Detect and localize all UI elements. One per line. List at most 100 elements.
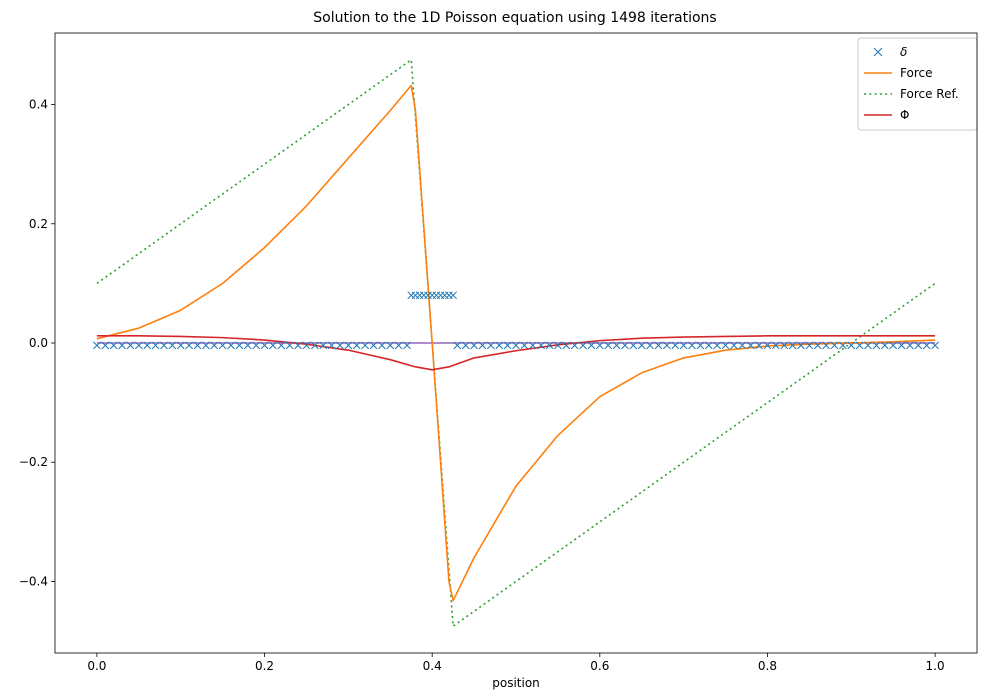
delta-marker: [243, 341, 252, 350]
delta-marker: [545, 341, 554, 350]
delta-marker: [160, 341, 168, 350]
delta-marker: [126, 341, 135, 350]
delta-marker: [151, 341, 160, 350]
delta-marker: [822, 341, 830, 350]
delta-marker: [93, 341, 101, 350]
x-tick-label: 0.8: [758, 659, 777, 673]
delta-marker: [302, 341, 311, 350]
delta-marker: [386, 341, 395, 350]
delta-marker: [193, 341, 202, 350]
legend-label: Force Ref.: [900, 87, 959, 101]
delta-marker: [294, 341, 302, 350]
delta-marker: [780, 341, 789, 350]
x-tick-label: 0.6: [590, 659, 609, 673]
delta-marker: [202, 341, 210, 350]
delta-marker: [679, 341, 688, 350]
delta-marker: [805, 341, 814, 350]
delta-marker: [327, 341, 336, 350]
delta-marker: [118, 341, 126, 350]
legend-box: [857, 37, 978, 131]
y-tick-label: −0.2: [19, 455, 48, 469]
delta-marker: [621, 341, 629, 350]
delta-marker: [579, 341, 587, 350]
legend-label: δ: [900, 45, 907, 59]
delta-marker: [528, 341, 537, 350]
delta-marker: [210, 341, 219, 350]
delta-marker: [663, 341, 671, 350]
x-tick-label: 0.2: [255, 659, 274, 673]
delta-marker: [554, 341, 562, 350]
delta-marker: [746, 341, 755, 350]
delta-marker: [285, 341, 294, 350]
delta-marker: [101, 341, 110, 350]
delta-marker: [378, 341, 386, 350]
y-axis: −0.4 −0.2 0.0 0.2 0.4: [19, 98, 55, 588]
legend-entry: Force Ref.: [864, 87, 959, 101]
delta-marker: [763, 341, 772, 350]
delta-marker: [696, 341, 705, 350]
delta-marker: [487, 341, 495, 350]
delta-marker: [449, 291, 457, 300]
x-tick-label: 1.0: [926, 659, 945, 673]
delta-marker: [906, 341, 914, 350]
y-tick-label: −0.4: [19, 574, 48, 588]
series-delta-markers: [93, 291, 939, 350]
delta-marker: [310, 341, 319, 350]
delta-marker: [688, 341, 696, 350]
delta-marker: [478, 341, 487, 350]
delta-marker: [344, 341, 353, 350]
legend-entry: Φ: [864, 108, 909, 122]
delta-marker: [143, 341, 152, 350]
delta-marker: [369, 341, 378, 350]
delta-marker: [646, 341, 654, 350]
x-tick-label: 0.0: [87, 659, 106, 673]
legend-entry: δ: [873, 45, 907, 59]
delta-marker: [269, 341, 277, 350]
delta-marker: [277, 341, 286, 350]
chart-title: Solution to the 1D Poisson equation usin…: [313, 10, 716, 26]
delta-marker: [227, 341, 235, 350]
y-tick-label: 0.0: [29, 336, 48, 350]
legend-label: Φ: [900, 108, 909, 122]
y-tick-label: 0.4: [29, 98, 48, 112]
delta-marker: [704, 341, 713, 350]
delta-marker: [134, 341, 143, 350]
x-axis-label: position: [492, 676, 540, 690]
delta-marker: [176, 341, 185, 350]
legend-marker: [873, 47, 883, 57]
delta-marker: [604, 341, 613, 350]
plot-area: [93, 59, 939, 627]
delta-marker: [721, 341, 730, 350]
delta-marker: [361, 341, 369, 350]
series-line--: [96, 335, 936, 371]
delta-marker: [562, 341, 571, 350]
delta-marker: [461, 341, 470, 350]
delta-marker: [847, 341, 856, 350]
delta-marker: [403, 341, 411, 350]
delta-marker: [336, 341, 344, 350]
legend-entry: Force: [864, 66, 932, 80]
delta-marker: [813, 341, 822, 350]
plot-frame: [54, 32, 978, 654]
delta-marker: [503, 341, 512, 350]
delta-marker: [830, 341, 839, 350]
delta-marker: [922, 341, 931, 350]
y-tick-label: 0.2: [29, 217, 48, 231]
delta-marker: [864, 341, 872, 350]
delta-marker: [797, 341, 805, 350]
delta-marker: [185, 341, 193, 350]
delta-marker: [771, 341, 780, 350]
delta-marker: [587, 341, 596, 350]
delta-marker: [738, 341, 747, 350]
delta-marker: [352, 341, 361, 350]
x-tick-label: 0.4: [423, 659, 442, 673]
delta-marker: [453, 341, 462, 350]
delta-marker: [394, 341, 403, 350]
x-axis: 0.0 0.2 0.4 0.6 0.8 1.0: [87, 653, 945, 673]
delta-marker: [880, 341, 889, 350]
delta-marker: [855, 341, 864, 350]
delta-marker: [537, 341, 545, 350]
delta-marker: [897, 341, 906, 350]
